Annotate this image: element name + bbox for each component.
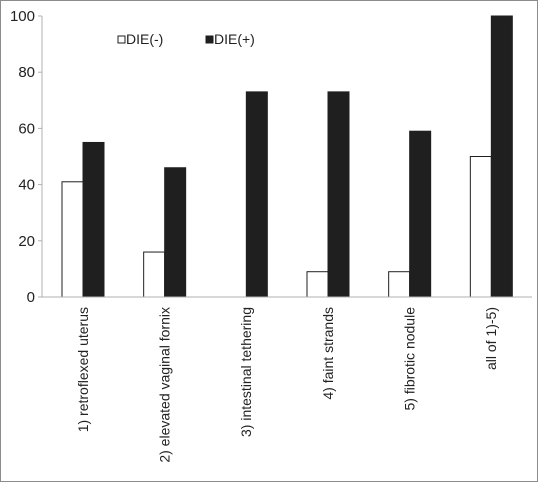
bar-die-pos-5 <box>409 130 432 298</box>
y-tick-label: 100 <box>10 8 35 25</box>
x-category-label: 4) faint strands <box>320 307 336 400</box>
bar-die-neg-5 <box>388 271 411 298</box>
x-category-label: 1) retroflexed uterus <box>75 307 91 432</box>
y-tick-label: 0 <box>27 289 35 306</box>
x-category-label: 5) fibrotic nodule <box>402 307 418 411</box>
x-axis-labels: 1) retroflexed uterus 2) elevated vaginal… <box>75 307 499 463</box>
bar-die-pos-2 <box>164 167 187 298</box>
legend: DIE(-) DIE(+) <box>117 31 255 47</box>
y-tick-label: 60 <box>18 120 35 137</box>
bar-die-pos-1 <box>82 141 105 298</box>
y-tick-label: 80 <box>18 64 35 81</box>
x-category-label: all of 1)-5) <box>483 307 499 370</box>
bar-die-pos-3 <box>245 91 268 298</box>
bar-die-neg-2 <box>143 251 166 298</box>
legend-swatch-die-neg <box>117 35 126 44</box>
legend-label-die-pos: DIE(+) <box>214 31 255 47</box>
bars-layer <box>61 15 513 298</box>
y-tick-label: 20 <box>18 233 35 250</box>
bar-die-neg-4 <box>306 271 329 298</box>
y-tick-label: 40 <box>18 177 35 194</box>
bar-die-pos-4 <box>327 91 350 298</box>
bar-die-neg-6 <box>469 156 492 298</box>
y-axis-ticks: 0 20 40 60 80 100 <box>10 8 42 306</box>
bar-die-pos-6 <box>490 15 513 298</box>
legend-swatch-die-pos <box>205 35 214 44</box>
legend-label-die-neg: DIE(-) <box>126 31 163 47</box>
bar-die-neg-1 <box>61 181 84 298</box>
x-category-label: 2) elevated vaginal fornix <box>157 307 173 463</box>
x-category-label: 3) intestinal tethering <box>238 307 254 437</box>
